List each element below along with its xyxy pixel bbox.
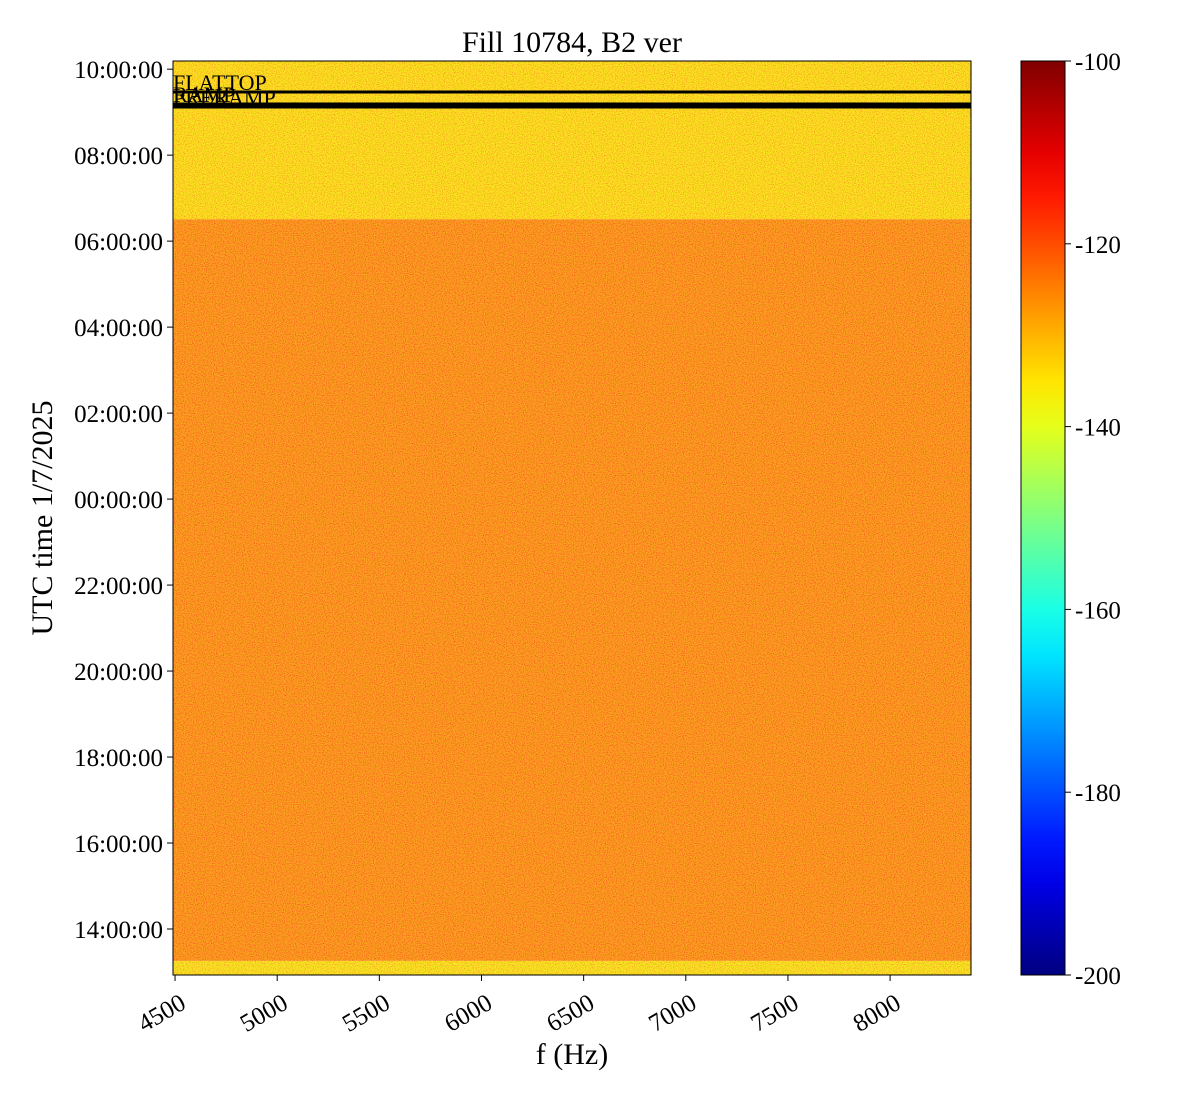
x-tick-label: 5500 (338, 989, 395, 1037)
x-tick-label: 8000 (849, 989, 906, 1037)
colorbar-tick-label: -100 (1075, 49, 1121, 76)
plot-frame (172, 60, 972, 976)
y-tick-label: 06:00:00 (74, 229, 163, 256)
colorbar-tick-label: -140 (1075, 415, 1121, 442)
y-tick-label: 02:00:00 (74, 401, 163, 428)
plot-area (173, 61, 971, 975)
colorbar (1020, 60, 1066, 976)
x-axis-label: f (Hz) (536, 1038, 608, 1071)
x-tick-label: 6500 (542, 989, 599, 1037)
chart-title: Fill 10784, B2 ver (462, 26, 682, 59)
x-tick-label: 7500 (747, 989, 804, 1037)
y-tick-label: 20:00:00 (74, 659, 163, 686)
annotation-label: PRERAMP (173, 85, 276, 110)
colorbar-tick-label: -180 (1075, 780, 1121, 807)
colorbar-tick-label: -160 (1075, 597, 1121, 624)
x-tick-label: 5000 (236, 989, 293, 1037)
annotation-label: RAMP (173, 82, 235, 107)
y-tick-label: 08:00:00 (74, 143, 163, 170)
y-tick-label: 14:00:00 (74, 917, 163, 944)
colorbar-tick-label: -120 (1075, 232, 1121, 259)
x-tick-label: 6000 (440, 989, 497, 1037)
colorbar-tick-label: -200 (1075, 963, 1121, 990)
y-tick-label: 22:00:00 (74, 573, 163, 600)
y-tick-label: 00:00:00 (74, 487, 163, 514)
y-tick-label: 18:00:00 (74, 745, 163, 772)
y-axis-label: UTC time 1/7/2025 (26, 401, 59, 636)
noise-texture (173, 61, 971, 975)
x-tick-label: 7000 (644, 989, 701, 1037)
y-tick-label: 10:00:00 (74, 57, 163, 84)
annotation-label: FLATTOP (173, 70, 267, 95)
x-tick-label: 4500 (134, 989, 191, 1037)
y-tick-label: 04:00:00 (74, 315, 163, 342)
y-tick-label: 16:00:00 (74, 831, 163, 858)
